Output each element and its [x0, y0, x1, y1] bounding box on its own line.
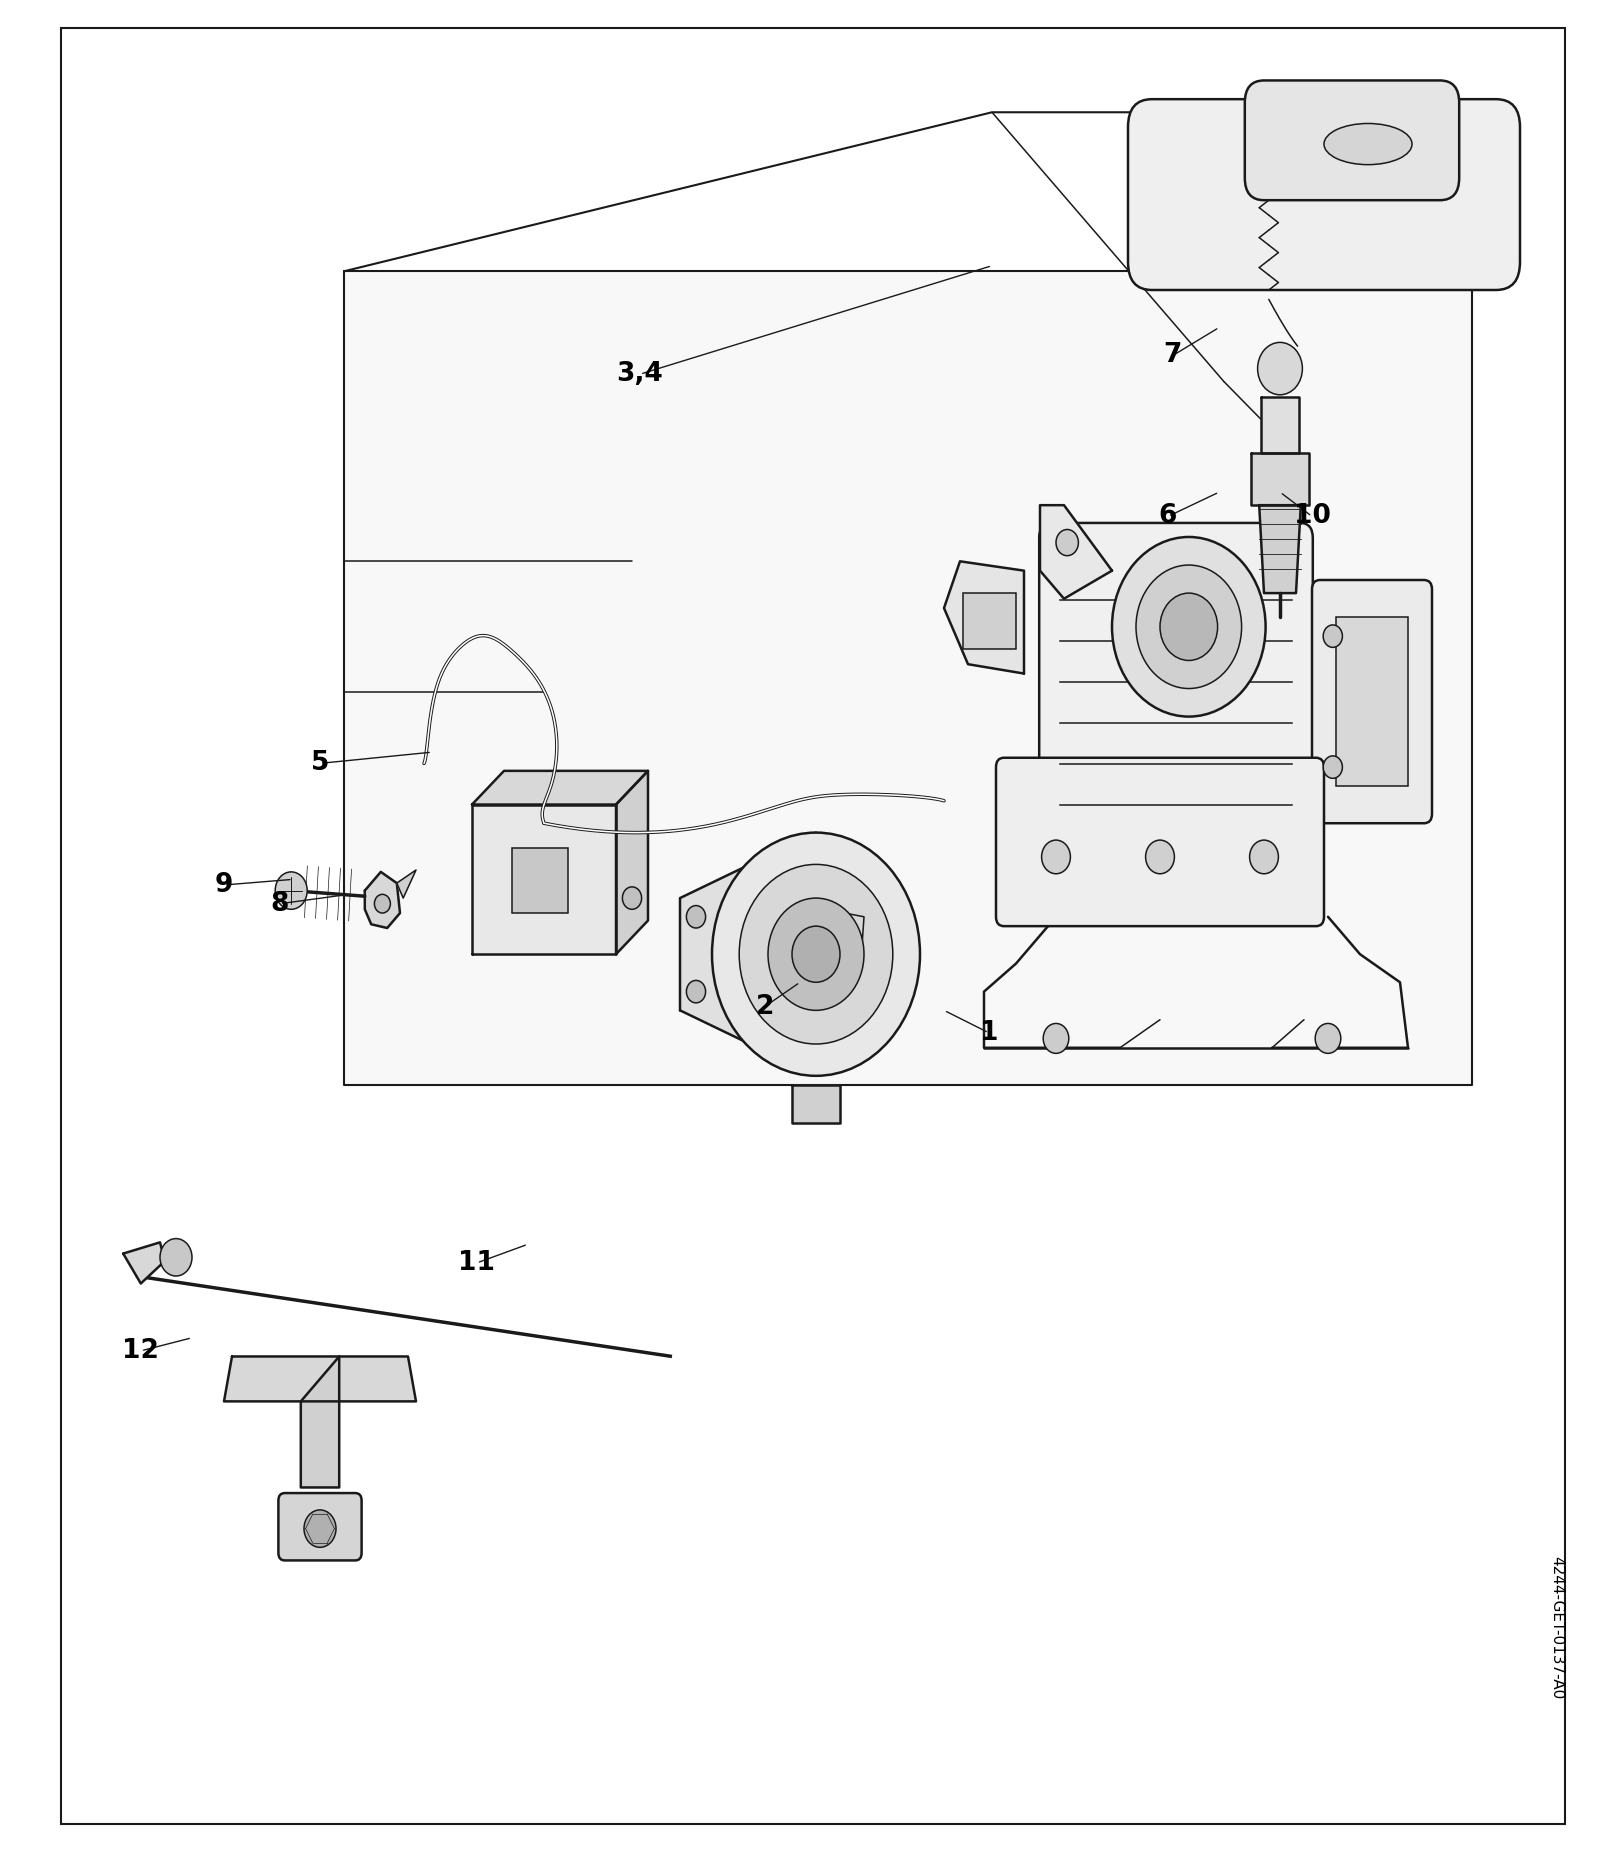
Polygon shape [944, 561, 1024, 674]
Text: 12: 12 [122, 1338, 160, 1364]
Polygon shape [301, 1356, 339, 1487]
Polygon shape [1259, 505, 1301, 593]
Circle shape [712, 833, 920, 1076]
FancyBboxPatch shape [995, 758, 1323, 926]
Polygon shape [616, 771, 648, 954]
Circle shape [792, 926, 840, 982]
Circle shape [1136, 565, 1242, 689]
FancyBboxPatch shape [278, 1493, 362, 1560]
Circle shape [1323, 756, 1342, 778]
Text: 6: 6 [1158, 503, 1178, 529]
FancyBboxPatch shape [1245, 80, 1459, 200]
Polygon shape [224, 1356, 416, 1401]
Circle shape [622, 887, 642, 909]
Text: 10: 10 [1293, 503, 1331, 529]
Text: 1: 1 [979, 1020, 998, 1046]
Text: 3,4: 3,4 [616, 361, 664, 387]
Text: 8: 8 [270, 891, 290, 917]
FancyBboxPatch shape [1312, 580, 1432, 823]
FancyBboxPatch shape [1040, 524, 1312, 844]
Polygon shape [397, 870, 416, 898]
Circle shape [374, 894, 390, 913]
Circle shape [686, 980, 706, 1003]
Circle shape [1250, 840, 1278, 874]
Bar [512, 848, 568, 913]
Text: 2: 2 [755, 994, 774, 1020]
Ellipse shape [1325, 123, 1413, 165]
Circle shape [1043, 1023, 1069, 1053]
Polygon shape [1040, 505, 1112, 599]
Bar [1336, 617, 1408, 786]
Circle shape [1258, 342, 1302, 395]
Circle shape [1056, 529, 1078, 556]
Circle shape [686, 906, 706, 928]
Text: 11: 11 [458, 1250, 496, 1276]
Polygon shape [1251, 453, 1309, 505]
Circle shape [304, 1510, 336, 1547]
Circle shape [1112, 537, 1266, 717]
Bar [963, 593, 1016, 649]
Circle shape [160, 1239, 192, 1276]
Text: 9: 9 [214, 872, 234, 898]
Circle shape [275, 872, 307, 909]
Polygon shape [344, 271, 1472, 1085]
Text: 4244-GET-0137-A0: 4244-GET-0137-A0 [1549, 1557, 1565, 1699]
Circle shape [1315, 1023, 1341, 1053]
Polygon shape [680, 833, 816, 1076]
Polygon shape [472, 805, 616, 954]
Polygon shape [472, 771, 648, 805]
FancyBboxPatch shape [1128, 99, 1520, 290]
Text: 7: 7 [1163, 342, 1182, 369]
Text: 5: 5 [310, 750, 330, 776]
Circle shape [1323, 625, 1342, 647]
Circle shape [1146, 840, 1174, 874]
Circle shape [1042, 840, 1070, 874]
Polygon shape [123, 1242, 165, 1284]
Circle shape [1160, 593, 1218, 660]
Polygon shape [1261, 397, 1299, 453]
Circle shape [768, 898, 864, 1010]
Polygon shape [816, 907, 864, 1001]
Polygon shape [365, 872, 400, 928]
Circle shape [739, 864, 893, 1044]
Polygon shape [792, 1085, 840, 1123]
